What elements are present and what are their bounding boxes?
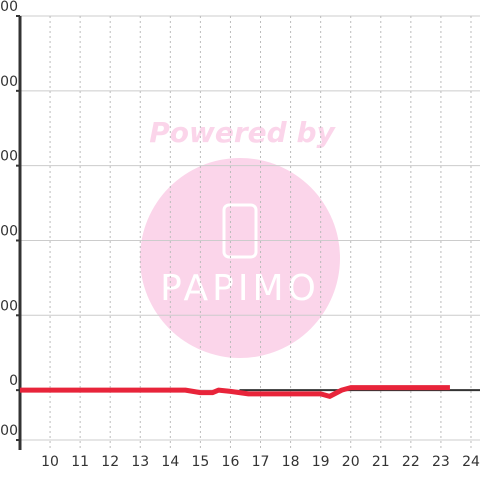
x-tick-label: 11 [71,454,89,470]
x-tick-label: 18 [282,454,300,470]
x-tick-label: 13 [131,454,149,470]
x-tick-label: 23 [432,454,450,470]
x-tick-label: 20 [342,454,360,470]
x-tick-label: 16 [222,454,240,470]
y-tick-label: 90,000 [0,149,18,165]
x-tick-label: 22 [402,454,420,470]
x-tick-label: 10 [41,454,59,470]
y-tick-label: 60,000 [0,223,18,239]
watermark-caption: Powered by [149,116,336,149]
y-tick-label: 0 [9,373,18,389]
x-tick-label: 15 [191,454,209,470]
y-tick-label: 120,000 [0,74,18,90]
x-tick-label: 12 [101,454,119,470]
watermark-logo: PAPIMO [160,268,320,309]
data-line [20,385,450,399]
y-tick-label: 150,000 [0,0,18,15]
x-tick-label: 24 [462,454,480,470]
x-tick-label: 21 [372,454,390,470]
y-tick-label: -20,000 [0,423,18,439]
x-tick-label: 17 [252,454,270,470]
x-tick-label: 19 [312,454,330,470]
y-tick-label: 30,000 [0,298,18,314]
watermark-phone [222,203,258,259]
x-tick-label: 14 [161,454,179,470]
